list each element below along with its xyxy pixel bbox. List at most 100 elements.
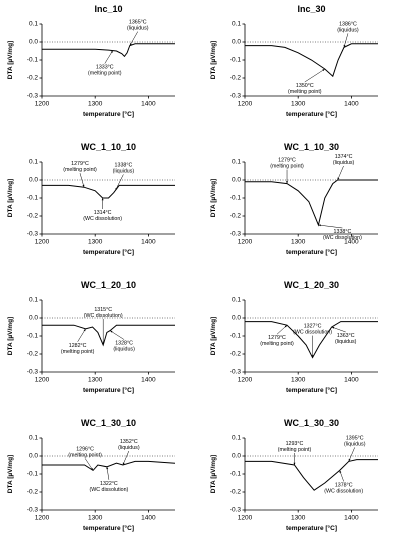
y-tick-label: -0.3 [27, 507, 39, 514]
arrow-head [129, 43, 132, 46]
arrow-head [83, 328, 86, 332]
chart-title: WC_1_30_10 [81, 418, 136, 428]
annotation-note: (melting point) [63, 167, 97, 173]
arrow-head [284, 325, 288, 328]
annotation-label: 1293°C [286, 441, 304, 447]
annotation-note: (liquidus) [113, 347, 135, 353]
x-tick-label: 1400 [344, 239, 359, 246]
annotation-label: 1282°C [69, 343, 87, 349]
y-tick-label: -0.2 [230, 351, 242, 358]
y-tick-label: -0.2 [27, 213, 39, 220]
y-tick-label: -0.2 [27, 489, 39, 496]
annotation-note: (melting point) [278, 447, 312, 453]
x-tick-label: 1300 [291, 515, 306, 522]
y-tick-label: -0.3 [230, 507, 242, 514]
annotation-arrow [129, 31, 138, 46]
y-tick-label: -0.1 [27, 471, 39, 478]
x-tick-label: 1300 [291, 239, 306, 246]
x-tick-label: 1200 [238, 377, 253, 384]
annotation-label: 1327°C [304, 324, 322, 330]
x-tick-label: 1200 [238, 515, 253, 522]
x-tick-label: 1400 [344, 377, 359, 384]
x-tick-label: 1300 [88, 377, 103, 384]
annotation-label: 1338°C [334, 229, 352, 235]
annotation-label: 1314°C [94, 210, 112, 216]
annotation-note: (melting point) [288, 89, 322, 95]
y-axis-title: DTA [µV/mg] [210, 317, 217, 355]
x-axis-title: temperature [°C] [83, 248, 134, 256]
y-tick-label: 0.0 [29, 177, 38, 184]
annotation-arrow [109, 330, 125, 340]
x-tick-label: 1400 [141, 239, 156, 246]
x-axis-title: temperature [°C] [286, 110, 337, 118]
annotation-label: 1322°C [100, 481, 118, 487]
y-tick-label: -0.2 [27, 75, 39, 82]
arrow-head [322, 69, 325, 72]
data-line [42, 324, 175, 347]
y-tick-label: -0.1 [27, 57, 39, 64]
y-tick-label: -0.3 [230, 93, 242, 100]
annotation-label: 1374°C [335, 154, 353, 160]
annotation-label: 1279°C [268, 335, 286, 341]
chart-title: WC_1_10_10 [81, 142, 136, 152]
arrow-head [311, 355, 314, 358]
y-tick-label: 0.1 [29, 21, 38, 28]
y-tick-label: 0.1 [29, 159, 38, 166]
chart-title: WC_1_20_30 [284, 280, 339, 290]
y-tick-label: -0.2 [27, 351, 39, 358]
annotation-label: 1386°C [339, 21, 357, 27]
data-line [42, 43, 175, 58]
annotation-arrow [77, 328, 86, 342]
x-axis-title: temperature [°C] [286, 524, 337, 532]
arrow-head [122, 462, 125, 465]
annotation-label: 1378°C [335, 482, 353, 488]
x-axis-title: temperature [°C] [83, 386, 134, 394]
y-tick-label: 0.0 [29, 315, 38, 322]
annotation-note: (liquidus) [333, 160, 355, 166]
chart-title: WC_1_30_30 [284, 418, 339, 428]
annotation-note: (WC dissolution) [323, 235, 362, 241]
annotation-arrow [348, 447, 355, 462]
arrow-head [293, 462, 296, 465]
annotation-arrow [318, 224, 343, 229]
y-tick-label: 0.1 [29, 297, 38, 304]
annotation-arrow [343, 33, 349, 48]
x-tick-label: 1200 [35, 101, 50, 108]
annotation-label: 1315°C [94, 307, 112, 313]
y-axis-title: DTA [µV/mg] [210, 41, 217, 79]
y-tick-label: 0.0 [29, 453, 38, 460]
arrow-head [90, 467, 94, 471]
y-axis-title: DTA [µV/mg] [210, 455, 217, 493]
x-tick-label: 1400 [141, 377, 156, 384]
y-axis-title: DTA [µV/mg] [7, 455, 14, 493]
x-tick-label: 1300 [88, 515, 103, 522]
annotation-arrow [331, 326, 346, 333]
arrow-head [106, 466, 109, 470]
annotation-arrow [84, 458, 94, 471]
x-tick-label: 1200 [238, 239, 253, 246]
x-axis-title: temperature [°C] [286, 386, 337, 394]
arrow-head [343, 44, 346, 48]
annotation-note: (melting point) [88, 71, 122, 77]
chart-title: WC_1_10_30 [284, 142, 339, 152]
annotation-label: 1352°C [120, 439, 138, 445]
data-line [245, 179, 378, 227]
y-tick-label: 0.1 [29, 435, 38, 442]
x-tick-label: 1300 [291, 377, 306, 384]
y-tick-label: -0.2 [230, 213, 242, 220]
arrow-head [101, 198, 104, 201]
annotation-label: 1333°C [96, 65, 114, 71]
chart-title: Inc_10 [94, 4, 122, 14]
annotation-note: (melting point) [61, 349, 95, 355]
annotation-note: (liquidus) [335, 339, 357, 345]
annotation-note: (melting point) [270, 164, 304, 170]
y-tick-label: -0.3 [230, 231, 242, 238]
y-tick-label: 0.0 [232, 315, 241, 322]
annotation-note: (liquidus) [337, 27, 359, 33]
annotation-label: 1395°C [346, 435, 364, 441]
x-tick-label: 1300 [88, 239, 103, 246]
annotation-arrow [104, 50, 113, 64]
annotation-note: (liquidus) [113, 168, 135, 174]
arrow-head [337, 177, 340, 180]
y-axis-title: DTA [µV/mg] [7, 179, 14, 217]
